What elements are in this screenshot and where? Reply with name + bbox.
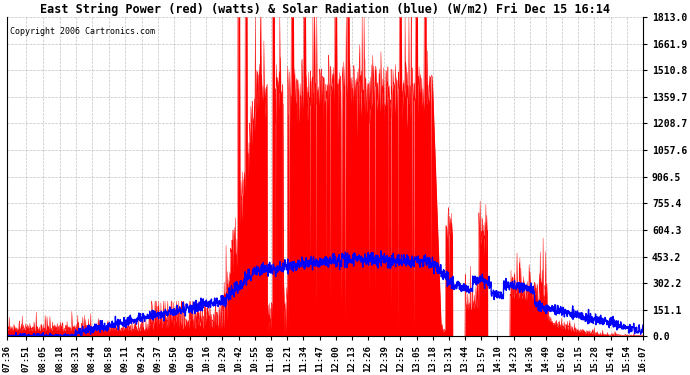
Text: Copyright 2006 Cartronics.com: Copyright 2006 Cartronics.com: [10, 27, 155, 36]
Title: East String Power (red) (watts) & Solar Radiation (blue) (W/m2) Fri Dec 15 16:14: East String Power (red) (watts) & Solar …: [40, 3, 610, 16]
